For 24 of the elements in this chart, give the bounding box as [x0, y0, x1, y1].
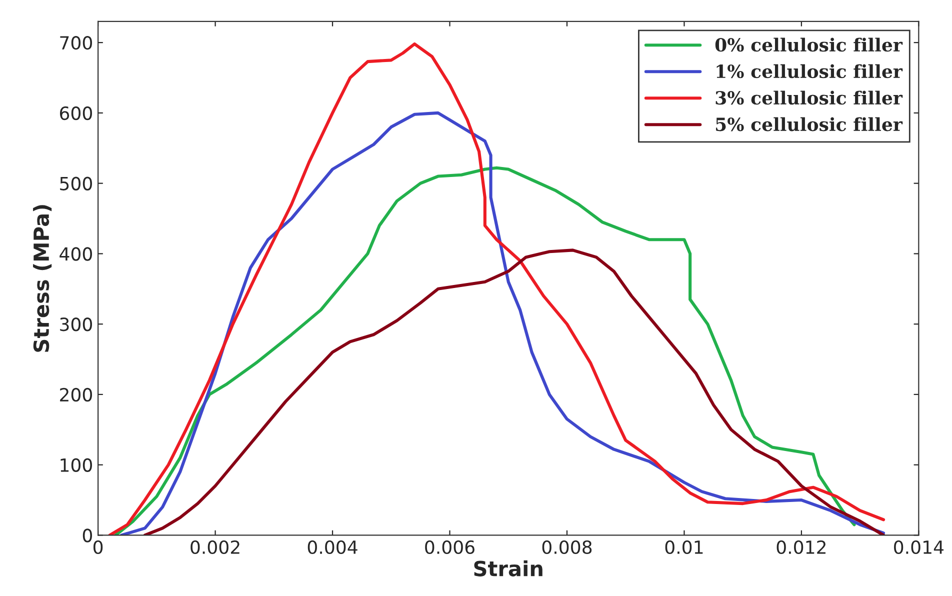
x-tick-label: 0.012: [776, 540, 826, 554]
y-tick-label: 500: [60, 176, 92, 190]
x-tick-label: 0.008: [542, 540, 592, 554]
legend-label: 5% cellulosic filler: [716, 117, 903, 132]
x-axis-title: Strain: [474, 560, 542, 576]
x-tick-label: 0.014: [894, 540, 944, 554]
x-tick-label: 0.006: [425, 540, 474, 554]
legend-label: 3% cellulosic filler: [716, 90, 903, 105]
y-tick-label: 400: [60, 247, 92, 261]
y-axis-title: Stress (MPa): [33, 205, 52, 352]
y-tick-label: 600: [60, 106, 92, 120]
legend-label: 0% cellulosic filler: [715, 38, 903, 52]
legend-label: 1% cellulosic filler: [716, 64, 903, 78]
x-tick-label: 0.01: [665, 540, 703, 554]
x-tick-label: 0.004: [308, 540, 358, 554]
y-tick-label: 100: [60, 458, 92, 472]
line-series: [143, 248, 886, 536]
y-tick-label: 700: [60, 36, 92, 50]
x-tick-label: 0: [94, 540, 103, 554]
y-tick-label: 0: [82, 528, 92, 542]
y-tick-label: 200: [60, 388, 92, 402]
line-series: [114, 166, 856, 536]
y-tick-label: 300: [60, 318, 92, 332]
x-tick-label: 0.002: [190, 540, 240, 554]
